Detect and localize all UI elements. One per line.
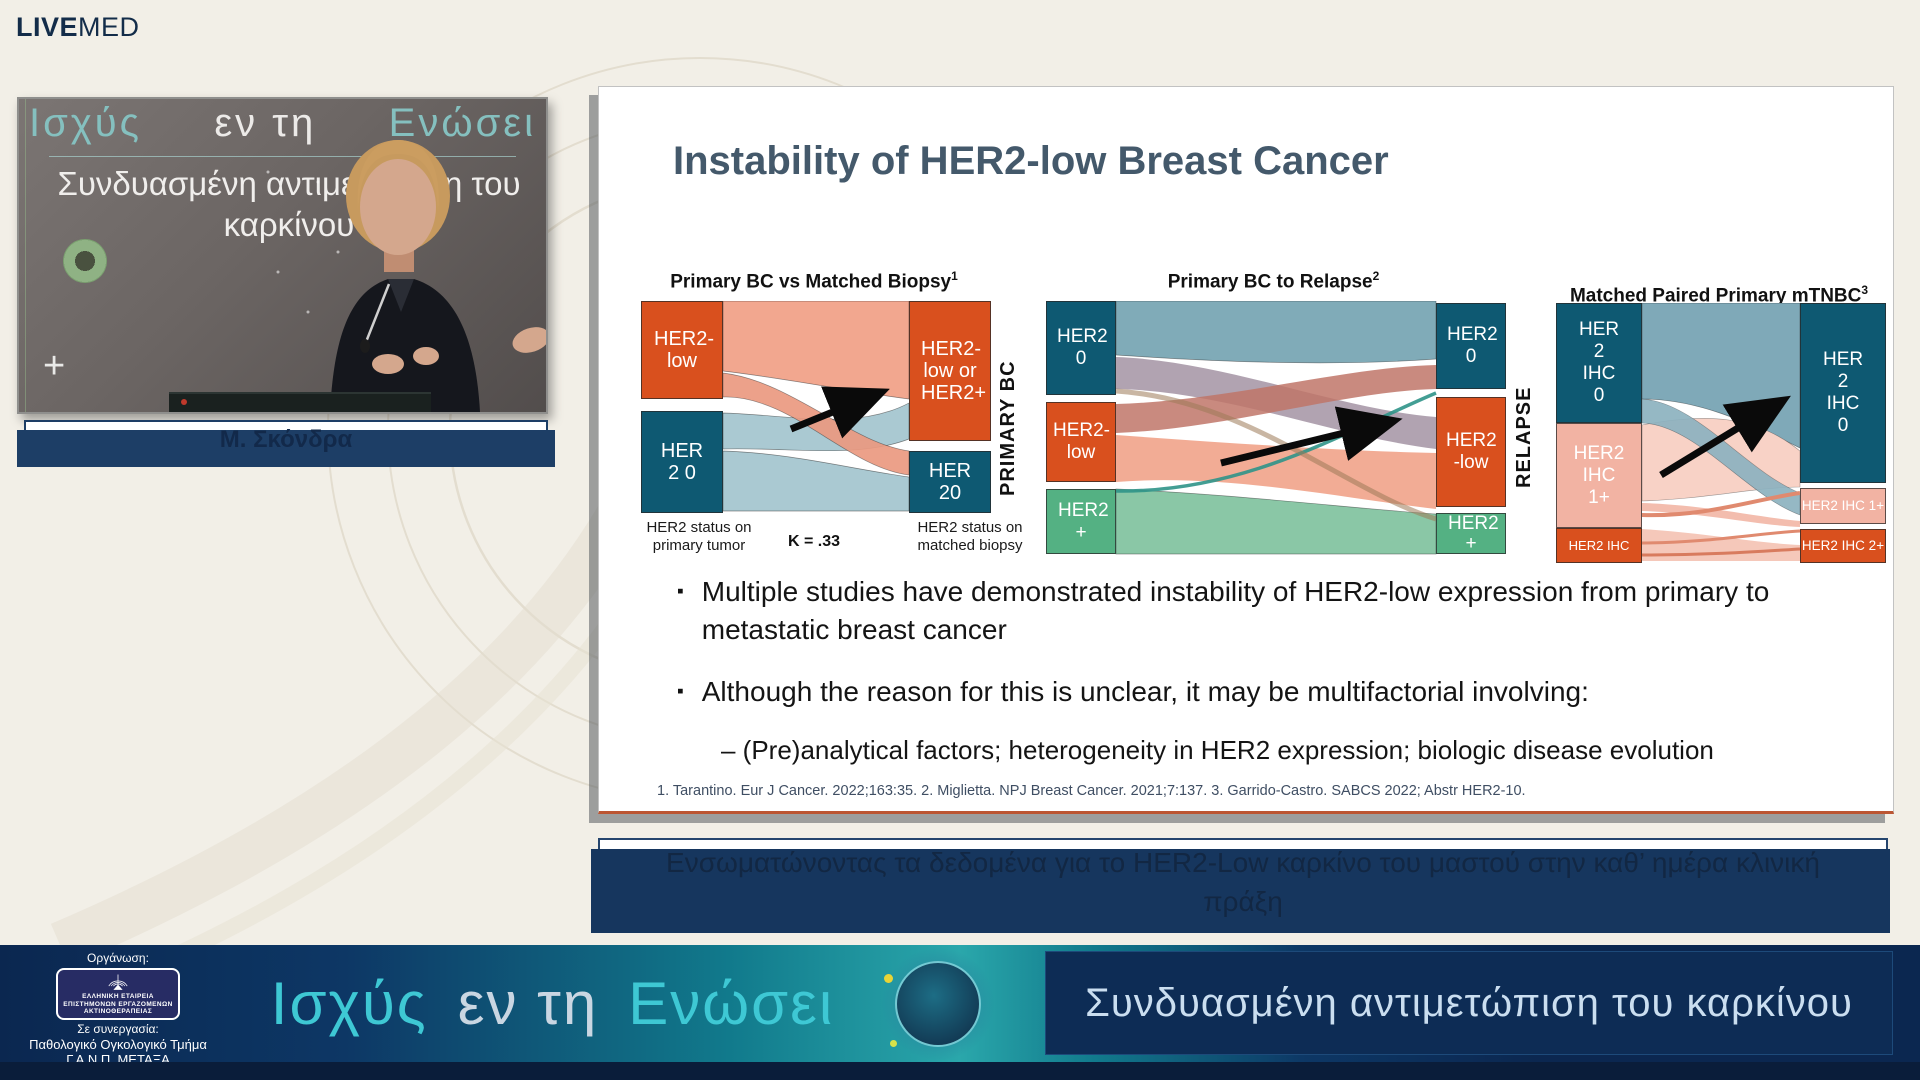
chart2-axis-primary-bc: PRIMARY BC: [997, 360, 1019, 497]
slogan-part1: Ισχύς: [270, 970, 428, 1037]
chart1-node-her20-biopsy: HER 20: [909, 451, 991, 513]
chart3-node-ihc1plus-primary: HER2 IHC 1+: [1556, 423, 1642, 528]
chart1-title-text: Primary BC vs Matched Biopsy: [670, 271, 952, 293]
backdrop-title-part3: Ενώσει: [388, 101, 536, 145]
bullet-icon: ▪: [677, 581, 684, 602]
chart2-title-text: Primary BC to Relapse: [1167, 271, 1373, 293]
slide-title: Instability of HER2-low Breast Cancer: [673, 139, 1389, 183]
chart1-node-her2low-or-pos-biopsy: HER2-low or HER2+: [909, 301, 991, 441]
org-logo-line3: ΑΚΤΙΝΟΘΕΡΑΠΕΙΑΣ: [83, 1008, 153, 1016]
event-emblem: [882, 948, 994, 1060]
session-title-line2: πράξη: [1203, 886, 1283, 917]
livemed-logo: LIVEMED: [16, 12, 140, 43]
bullet-icon: ▪: [677, 681, 684, 702]
radiotherapy-society-icon: [108, 974, 128, 991]
chart1-flows: [722, 301, 910, 512]
slogan-part3: Ενώσει: [628, 970, 835, 1037]
organizer-label: Οργάνωση:: [87, 951, 149, 965]
chart3-node-ihc2plus-mtnbc: HER2 IHC 2+: [1800, 529, 1886, 563]
chart3-title-sup: 3: [1861, 283, 1869, 297]
chart3-title: Matched Paired Primary mTNBC3: [1549, 283, 1889, 307]
collaboration-dept: Παθολογικό Ογκολογικό Τμήμα: [29, 1037, 207, 1052]
chart2-node-her2pos-relapse: HER2 +: [1436, 513, 1506, 554]
emblem-dot-yellow-small: [890, 1040, 897, 1047]
plus-icon: +: [43, 345, 66, 387]
backdrop-title-part1: Ισχύς: [29, 101, 142, 145]
speaker-video-feed: Ισχύς εν τη Ενώσει Συνδυασμένη αντιμετώπ…: [17, 97, 548, 414]
laptop: [169, 392, 431, 412]
chart1-left-note: HER2 status on primary tumor: [646, 519, 752, 554]
green-ring-icon: [63, 239, 107, 283]
chart1-right-note: HER2 status on matched biopsy: [917, 519, 1023, 554]
chart3-node-ihc2plus-primary: HER2 IHC: [1556, 528, 1642, 563]
speaker-silhouette: [266, 140, 546, 412]
chart2-title-sup: 2: [1372, 269, 1380, 283]
bullet-1-text: Multiple studies have demonstrated insta…: [701, 576, 1770, 645]
sankey-chart-primary-to-relapse: HER2 0 HER2-low HER2 + HER2 0 HER2 -low …: [1046, 301, 1506, 556]
footer-right-panel: Συνδυασμένη αντιμετώπιση του καρκίνου: [1045, 951, 1893, 1055]
chart2-node-her20-relapse: HER2 0: [1436, 303, 1506, 389]
sub-bullet-text: – (Pre)analytical factors; heterogeneity…: [721, 735, 1714, 765]
organizer-block: Οργάνωση: ΕΛΛΗΝΙΚΗ ΕΤΑΙΡΕΙΑ ΕΠΙΣΤΗΜΟΝΩΝ …: [18, 951, 218, 1067]
collaboration-label: Σε συνεργασία:: [77, 1022, 159, 1036]
chart2-flows: [1115, 301, 1437, 555]
backdrop-divider: [49, 156, 516, 157]
bullet-1: ▪ Multiple studies have demonstrated ins…: [677, 573, 1797, 649]
video-edge-line: [25, 99, 26, 412]
sankey-chart-primary-vs-biopsy: HER2-low HER 2 0 HER2-low or HER2+ HER 2…: [641, 301, 991, 513]
livemed-logo-live: LIVE: [16, 12, 79, 42]
org-logo-line1: ΕΛΛΗΝΙΚΗ ΕΤΑΙΡΕΙΑ: [82, 993, 154, 1001]
chart3-title-text: Matched Paired Primary mTNBC: [1569, 285, 1862, 307]
backdrop-title-part2: εν τη: [214, 101, 317, 145]
session-title-line1: Ενσωματώνοντας τα δεδομένα για το HER2-L…: [666, 847, 1820, 878]
event-footer: Οργάνωση: ΕΛΛΗΝΙΚΗ ΕΤΑΙΡΕΙΑ ΕΠΙΣΤΗΜΟΝΩΝ …: [0, 945, 1920, 1067]
chart3-flows: [1641, 303, 1801, 561]
video-backdrop-title: Ισχύς εν τη Ενώσει: [29, 101, 536, 146]
chart3-node-ihc1plus-mtnbc: HER2 IHC 1+: [1800, 488, 1886, 524]
event-slogan: Ισχύς εν τη Ενώσει: [225, 945, 880, 1062]
org-logo-line2: ΕΠΙΣΤΗΜΟΝΩΝ ΕΡΓΑΖΟΜΕΝΩΝ: [63, 1000, 173, 1008]
chart1-title-sup: 1: [951, 269, 958, 283]
chart1-node-her20-primary: HER 2 0: [641, 411, 723, 513]
chart1-kappa-value: K = .33: [787, 533, 841, 550]
chart2-node-her2pos-primary: HER2 +: [1046, 489, 1116, 554]
chart3-node-ihc0-primary: HER 2 IHC 0: [1556, 303, 1642, 423]
chart2-node-her2low-relapse: HER2 -low: [1436, 397, 1506, 507]
bottom-strip: [0, 1062, 1920, 1080]
chart2-node-her20-primary: HER2 0: [1046, 301, 1116, 395]
chart1-node-her2low-primary: HER2-low: [641, 301, 723, 399]
citation: 1. Tarantino. Eur J Cancer. 2022;163:35.…: [657, 783, 1526, 799]
bullet-2-text: Although the reason for this is unclear,…: [701, 676, 1589, 707]
presentation-slide: Instability of HER2-low Breast Cancer Pr…: [598, 86, 1894, 814]
chart2-node-her2low-primary: HER2-low: [1046, 402, 1116, 482]
laptop-logo-dot: [181, 399, 187, 405]
session-title-banner: Ενσωματώνοντας τα δεδομένα για το HER2-L…: [591, 838, 1890, 933]
livemed-logo-med: MED: [78, 12, 140, 42]
organizer-logo: ΕΛΛΗΝΙΚΗ ΕΤΑΙΡΕΙΑ ΕΠΙΣΤΗΜΟΝΩΝ ΕΡΓΑΖΟΜΕΝΩ…: [56, 968, 180, 1020]
chart1-trend-arrow: [789, 386, 890, 439]
speaker-name-bar: Μ. Σκόνδρα: [17, 420, 555, 467]
emblem-dot-yellow: [884, 974, 893, 983]
chart2-title: Primary BC to Relapse2: [1036, 269, 1511, 293]
footer-right-text: Συνδυασμένη αντιμετώπιση του καρκίνου: [1085, 980, 1853, 1025]
speaker-name: Μ. Σκόνδρα: [219, 426, 353, 453]
chart1-title: Primary BC vs Matched Biopsy1: [629, 269, 999, 293]
chart3-node-ihc0-mtnbc: HER 2 IHC 0: [1800, 303, 1886, 483]
chart3-trend-arrow: [1659, 395, 1791, 478]
chart2-trend-arrow: [1220, 406, 1403, 467]
sankey-chart-matched-paired-mtnbc: HER 2 IHC 0 HER2 IHC 1+ HER2 IHC HER 2 I…: [1556, 303, 1886, 563]
bullet-2: ▪ Although the reason for this is unclea…: [677, 673, 1827, 711]
chart2-axis-relapse: RELAPSE: [1513, 386, 1535, 488]
slogan-part2: εν τη: [457, 970, 599, 1037]
emblem-core: [895, 961, 981, 1047]
